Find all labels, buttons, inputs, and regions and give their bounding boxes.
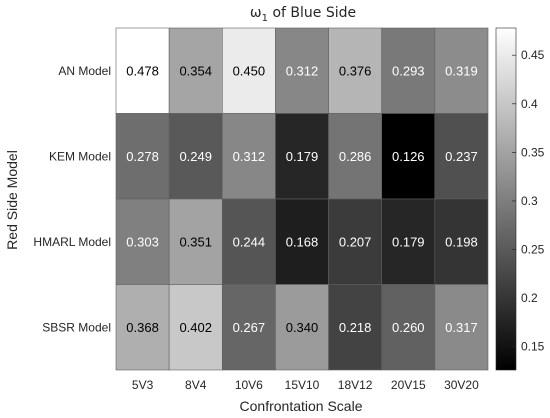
y-axis-tick-labels: AN Model KEM Model HMARL Model SBSR Model xyxy=(33,64,111,335)
colorbar-gradient xyxy=(495,27,517,371)
cell-value-label: 0.179 xyxy=(392,234,425,249)
y-tick-label: AN Model xyxy=(58,64,111,78)
colorbar: 0.15 0.2 0.25 0.3 0.35 0.4 0.45 xyxy=(495,27,545,371)
colorbar-tick-label: 0.2 xyxy=(521,291,538,305)
heatmap-cell xyxy=(168,198,223,285)
cell-value-label: 0.244 xyxy=(233,234,266,249)
cell-value-label: 0.198 xyxy=(445,234,478,249)
colorbar-tick-label: 0.15 xyxy=(521,340,545,354)
colorbar-tick-label: 0.45 xyxy=(521,48,545,62)
heatmap-cell xyxy=(381,198,436,285)
heatmap-cell xyxy=(381,284,436,371)
heatmap-cells xyxy=(115,27,489,371)
x-tick-label: 5V3 xyxy=(132,378,154,392)
y-tick-label: KEM Model xyxy=(49,149,111,163)
x-tick-label: 10V6 xyxy=(235,378,263,392)
x-axis-tick-labels: 5V3 8V4 10V6 15V10 18V12 20V15 30V20 xyxy=(132,378,479,392)
heatmap-cell xyxy=(168,27,223,114)
cell-value-label: 0.354 xyxy=(179,63,212,78)
heatmap-cell xyxy=(381,113,436,200)
heatmap-cell xyxy=(115,113,170,200)
x-tick-label: 8V4 xyxy=(185,378,207,392)
cell-value-label: 0.218 xyxy=(339,320,372,335)
heatmap-cell xyxy=(115,27,170,114)
cell-value-label: 0.312 xyxy=(233,149,266,164)
y-tick-label: SBSR Model xyxy=(42,320,111,334)
cell-value-label: 0.260 xyxy=(392,320,425,335)
heatmap-cell xyxy=(328,198,383,285)
cell-value-label: 0.312 xyxy=(286,63,319,78)
heatmap-cell xyxy=(168,284,223,371)
cell-value-label: 0.376 xyxy=(339,63,372,78)
cell-value-label: 0.293 xyxy=(392,63,425,78)
heatmap-cell xyxy=(328,113,383,200)
cell-value-label: 0.351 xyxy=(179,234,212,249)
heatmap-cell xyxy=(221,113,276,200)
cell-value-label: 0.278 xyxy=(126,149,159,164)
cell-value-label: 0.340 xyxy=(286,320,319,335)
heatmap-cell xyxy=(434,284,489,371)
heatmap-cell xyxy=(328,27,383,114)
heatmap-cell xyxy=(434,198,489,285)
heatmap-cell-labels: 0.478 0.354 0.450 0.312 0.376 0.293 0.319 0.278… xyxy=(126,63,477,335)
cell-value-label: 0.207 xyxy=(339,234,372,249)
cell-value-label: 0.402 xyxy=(179,320,212,335)
y-axis-label: Red Side Model xyxy=(4,150,20,250)
heatmap-cell xyxy=(221,27,276,114)
chart-title: ω1 of Blue Side xyxy=(250,5,356,24)
x-axis-label: Confrontation Scale xyxy=(240,398,363,414)
cell-value-label: 0.317 xyxy=(445,320,478,335)
cell-value-label: 0.450 xyxy=(233,63,266,78)
x-tick-label: 20V15 xyxy=(391,378,426,392)
x-tick-label: 30V20 xyxy=(444,378,479,392)
cell-value-label: 0.168 xyxy=(286,234,319,249)
x-tick-label: 15V10 xyxy=(285,378,320,392)
heatmap-cell xyxy=(275,27,329,114)
cell-value-label: 0.286 xyxy=(339,149,372,164)
cell-value-label: 0.267 xyxy=(233,320,266,335)
cell-value-label: 0.126 xyxy=(392,149,425,164)
cell-value-label: 0.368 xyxy=(126,320,159,335)
heatmap-cell xyxy=(434,113,489,200)
y-tick-label: HMARL Model xyxy=(33,235,111,249)
cell-value-label: 0.303 xyxy=(126,234,159,249)
cell-value-label: 0.237 xyxy=(445,149,478,164)
cell-value-label: 0.478 xyxy=(126,63,159,78)
heatmap-cell xyxy=(275,198,329,285)
cell-value-label: 0.319 xyxy=(445,63,478,78)
cell-value-label: 0.249 xyxy=(179,149,212,164)
heatmap-cell xyxy=(115,284,170,371)
heatmap-cell xyxy=(221,198,276,285)
cell-value-label: 0.179 xyxy=(286,149,319,164)
colorbar-tick-label: 0.25 xyxy=(521,243,545,257)
heatmap-cell xyxy=(381,27,436,114)
colorbar-tick-label: 0.3 xyxy=(521,194,538,208)
heatmap-cell xyxy=(275,284,329,371)
heatmap-cell xyxy=(115,198,170,285)
colorbar-tick-label: 0.35 xyxy=(521,145,545,159)
colorbar-tick-label: 0.4 xyxy=(521,97,538,111)
x-tick-label: 18V12 xyxy=(338,378,373,392)
